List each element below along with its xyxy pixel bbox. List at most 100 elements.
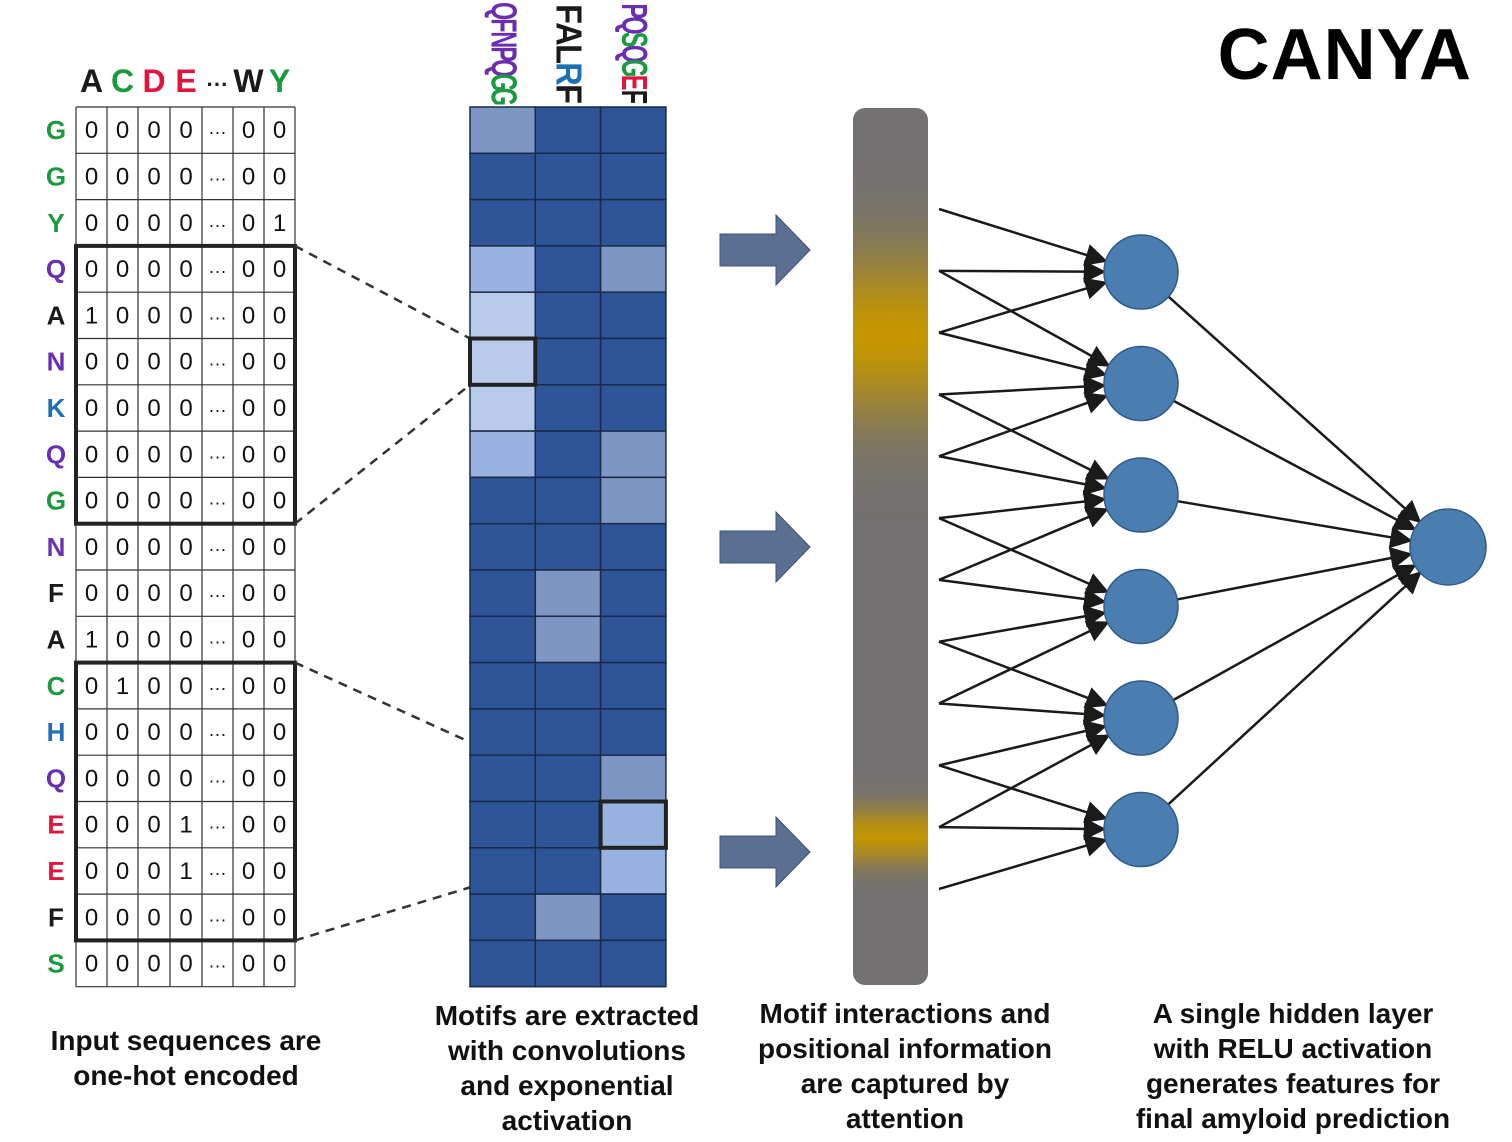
- heatmap-cell: [469, 661, 537, 710]
- heatmap-cell: [469, 754, 537, 803]
- heatmap-cell: [534, 754, 602, 803]
- onehot-cell-value: ···: [209, 724, 227, 744]
- onehot-cell-value: 0: [273, 812, 286, 839]
- onehot-cell-value: 0: [85, 441, 98, 468]
- heatmap-cell: [599, 337, 667, 386]
- hidden-to-output-edge: [1167, 571, 1422, 806]
- onehot-cell-value: ···: [209, 446, 227, 466]
- onehot-cell-value: 0: [147, 349, 160, 376]
- header-aa-0: A: [80, 63, 103, 99]
- hidden-to-output-edge: [1173, 399, 1417, 531]
- onehot-cell-value: 0: [147, 580, 160, 607]
- onehot-cell-value: 0: [273, 951, 286, 978]
- onehot-cell-value: 0: [242, 488, 255, 515]
- onehot-cell-value: 0: [242, 858, 255, 885]
- flow-arrow-0: [719, 213, 811, 287]
- onehot-cell-value: 0: [85, 488, 98, 515]
- logo-letter: P: [483, 46, 522, 62]
- onehot-cell-value: 0: [242, 534, 255, 561]
- heatmap-cell: [534, 198, 602, 247]
- onehot-cell-value: 0: [242, 395, 255, 422]
- logo-letter: E: [614, 75, 653, 91]
- hidden-node-2: [1103, 457, 1179, 533]
- heatmap-cell: [534, 152, 602, 201]
- heatmap-cell: [534, 106, 602, 155]
- onehot-cell-value: 0: [179, 117, 192, 144]
- onehot-cell-value: 0: [85, 395, 98, 422]
- flow-arrows: [719, 213, 811, 889]
- heatmap-cell: [469, 152, 537, 201]
- hidden-to-output-edge: [1172, 564, 1417, 702]
- onehot-cell-value: 0: [179, 904, 192, 931]
- onehot-cell-value: 0: [116, 904, 129, 931]
- heatmap-cell: [599, 430, 667, 479]
- motif-activation-map: [468, 106, 668, 988]
- heatmap-cell: [469, 847, 537, 895]
- heatmap-cell: [469, 106, 537, 155]
- logo-letter: Q: [614, 16, 653, 34]
- onehot-cell-value: 1: [179, 812, 192, 839]
- onehot-cell-value: ···: [209, 770, 227, 790]
- hidden-to-output-edge: [1167, 295, 1422, 524]
- onehot-cell-value: 0: [85, 719, 98, 746]
- onehot-cell-value: 0: [116, 719, 129, 746]
- heatmap-cell: [534, 939, 602, 988]
- onehot-cell-value: 0: [116, 534, 129, 561]
- heatmap-cell: [599, 754, 667, 803]
- output-node: [1409, 508, 1487, 586]
- header-aa-6: Y: [269, 63, 290, 99]
- logo-letter: F: [614, 90, 653, 104]
- row-aa-label: N: [47, 347, 66, 377]
- logo-letter: L: [548, 44, 588, 64]
- heatmap-cell: [599, 476, 667, 525]
- logo-letter: A: [548, 22, 588, 46]
- heatmap-cell: [599, 893, 667, 942]
- onehot-cell-value: 0: [147, 673, 160, 700]
- onehot-cell-value: 0: [179, 951, 192, 978]
- attention-bar-body: [853, 108, 928, 985]
- onehot-cell-value: 0: [147, 395, 160, 422]
- attention-to-hidden-edge: [938, 621, 1110, 705]
- onehot-cell-value: 0: [242, 302, 255, 329]
- heatmap-cell: [469, 476, 537, 525]
- onehot-cell-value: 0: [116, 441, 129, 468]
- onehot-cell-value: ···: [209, 539, 227, 559]
- onehot-cell-value: 0: [147, 858, 160, 885]
- onehot-cell-value: 0: [179, 534, 192, 561]
- attention-to-hidden-edge: [938, 490, 1107, 520]
- onehot-cell-value: 0: [179, 349, 192, 376]
- row-aa-label: G: [46, 486, 66, 516]
- heatmap-cell: [469, 893, 537, 942]
- onehot-cell-value: 0: [147, 765, 160, 792]
- heatmap-cell: [534, 384, 602, 432]
- row-aa-label: C: [47, 671, 66, 701]
- onehot-cell-value: 0: [273, 626, 286, 653]
- onehot-cell-value: 0: [85, 904, 98, 931]
- flow-arrow-2: [719, 815, 811, 889]
- heatmap-cell: [534, 893, 602, 942]
- onehot-cell-value: 0: [242, 210, 255, 237]
- attention-to-hidden-edge: [938, 764, 1108, 823]
- heatmap-cell: [599, 615, 667, 664]
- row-aa-label: G: [46, 161, 66, 191]
- heatmap-cell: [599, 569, 667, 618]
- onehot-cell-value: 0: [85, 858, 98, 885]
- row-aa-label: A: [47, 300, 66, 330]
- heatmap-cell: [534, 847, 602, 895]
- heatmap-cell: [599, 106, 667, 155]
- header-aa-2: D: [142, 63, 165, 99]
- hidden-node-0: [1103, 234, 1179, 310]
- onehot-cell-value: ···: [209, 678, 227, 698]
- row-aa-label: F: [48, 902, 64, 932]
- logo-letter: Q: [614, 45, 653, 63]
- onehot-cell-value: ···: [209, 168, 227, 188]
- attention-to-hidden-edge: [938, 260, 1107, 283]
- heatmap-cell: [534, 569, 602, 618]
- heatmap-cell: [469, 800, 537, 849]
- onehot-cell-value: 0: [116, 765, 129, 792]
- onehot-cell-value: 0: [179, 395, 192, 422]
- heatmap-cell: [469, 708, 537, 756]
- hidden-node-4: [1103, 680, 1179, 756]
- row-aa-label: S: [47, 949, 64, 979]
- onehot-cell-value: 0: [179, 765, 192, 792]
